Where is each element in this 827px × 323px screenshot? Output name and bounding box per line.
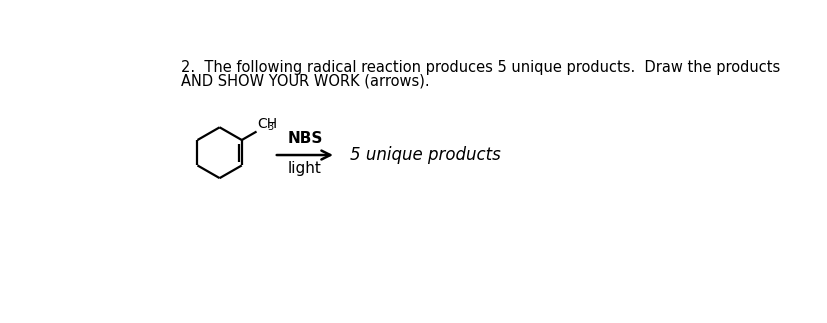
Text: AND SHOW YOUR WORK (arrows).: AND SHOW YOUR WORK (arrows). [181,73,429,89]
Text: 2.  The following radical reaction produces 5 unique products.  Draw the product: 2. The following radical reaction produc… [181,60,780,75]
Text: 5 unique products: 5 unique products [350,146,500,164]
Text: 3: 3 [267,122,274,132]
Text: light: light [288,161,322,176]
Text: CH: CH [257,117,277,131]
Text: NBS: NBS [287,131,323,146]
